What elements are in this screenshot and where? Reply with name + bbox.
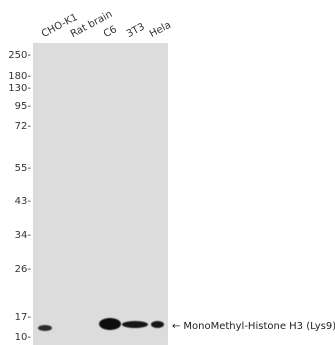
mw-marker-95: 95- xyxy=(14,101,31,112)
mw-marker-43: 43- xyxy=(14,196,31,207)
target-protein-label: ← MonoMethyl-Histone H3 (Lys9) xyxy=(172,321,335,333)
mw-marker-17: 17- xyxy=(14,312,31,323)
target-protein-name: MonoMethyl-Histone H3 (Lys9) xyxy=(183,321,335,332)
mw-marker-34: 34- xyxy=(14,230,31,241)
lane-label-3t3: 3T3 xyxy=(124,21,147,40)
mw-marker-72: 72- xyxy=(14,121,31,132)
mw-marker-180: 180- xyxy=(8,71,31,82)
left-arrow-icon: ← xyxy=(172,321,181,332)
mw-marker-250: 250- xyxy=(8,50,31,61)
band-3t3 xyxy=(122,321,148,328)
mw-marker-130: 130- xyxy=(8,83,31,94)
mw-marker-26: 26- xyxy=(14,264,31,275)
band-hela xyxy=(151,321,164,328)
lane-label-hela: Hela xyxy=(147,19,173,40)
blot-membrane xyxy=(33,43,168,345)
mw-marker-10: 10- xyxy=(14,332,31,343)
mw-marker-55: 55- xyxy=(14,163,31,174)
band-c6 xyxy=(99,318,121,330)
lane-labels: CHO-K1 Rat brain C6 3T3 Hela xyxy=(0,0,335,44)
lane-label-c6: C6 xyxy=(101,24,119,40)
band-cho-k1 xyxy=(38,325,52,331)
